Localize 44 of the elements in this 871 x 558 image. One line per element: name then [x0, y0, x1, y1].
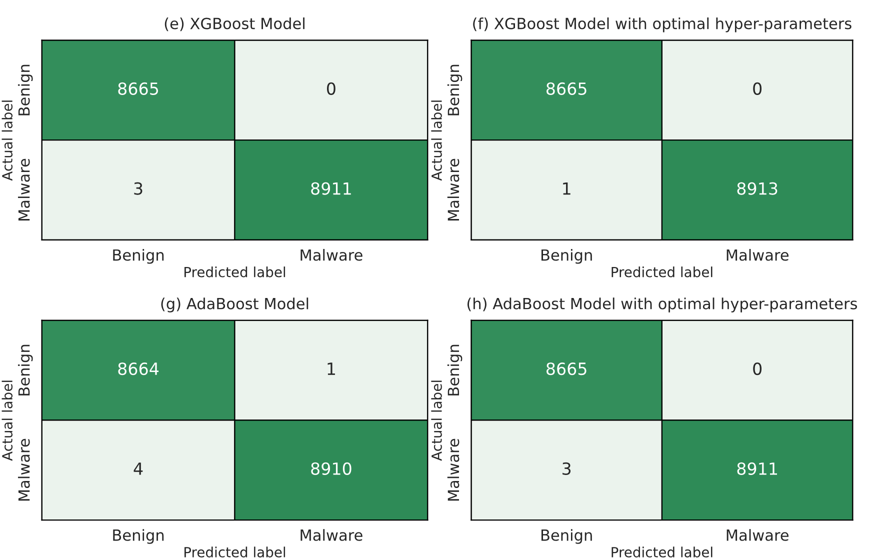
y-tick-label: Malware — [447, 158, 460, 220]
data-label: 8665 — [546, 82, 586, 95]
data-label: 8910 — [311, 462, 352, 475]
data-label: 8664 — [118, 362, 159, 376]
y-axis-title: Actual label — [2, 100, 13, 181]
y-tick-label: Benign — [447, 344, 462, 396]
data-label: 4 — [134, 462, 143, 475]
x-tick-label: Benign — [541, 248, 592, 264]
data-label: 8913 — [737, 182, 778, 195]
x-tick-label: Benign — [541, 529, 592, 544]
x-tick-label: Benign — [113, 248, 164, 264]
data-label: 3 — [562, 462, 571, 475]
chart-title: (h) AdaBoost Model with optimal hyper-parameters — [467, 298, 857, 312]
y-axis-title: Actual label — [431, 380, 442, 461]
x-tick-label: Malware — [726, 529, 789, 541]
x-tick-label: Malware — [726, 248, 789, 261]
y-tick-label: Benign — [447, 64, 462, 116]
data-label: 0 — [753, 82, 762, 95]
data-label: 1 — [328, 362, 335, 375]
x-tick-label: Benign — [113, 529, 164, 544]
data-label: 0 — [753, 362, 762, 376]
chart-title: (e) XGBoost Model — [164, 17, 304, 32]
y-tick-label: Benign — [18, 64, 33, 116]
x-axis-title: Predicted label — [184, 266, 286, 278]
y-axis-title: Actual label — [431, 100, 442, 181]
data-label: 8665 — [546, 362, 586, 376]
data-label: 0 — [326, 82, 336, 95]
x-tick-label: Malware — [300, 529, 362, 541]
x-axis-title: Predicted label — [612, 266, 712, 278]
y-tick-label: Malware — [18, 158, 30, 220]
y-axis-title: Actual label — [2, 380, 13, 461]
chart-title: (g) AdaBoost Model — [161, 298, 308, 312]
x-axis-title: Predicted label — [612, 546, 712, 558]
data-label: 1 — [563, 182, 570, 195]
data-label: 3 — [134, 182, 142, 195]
y-tick-label: Malware — [447, 438, 460, 501]
x-tick-label: Malware — [300, 248, 362, 261]
data-label: 8911 — [737, 462, 778, 475]
y-tick-label: Benign — [18, 344, 33, 396]
x-axis-title: Predicted label — [184, 546, 286, 558]
data-label: 8665 — [118, 82, 158, 95]
y-tick-label: Malware — [18, 438, 30, 501]
data-label: 8911 — [311, 182, 351, 195]
chart-title: (f) XGBoost Model with optimal hyper-parameters — [473, 17, 852, 32]
